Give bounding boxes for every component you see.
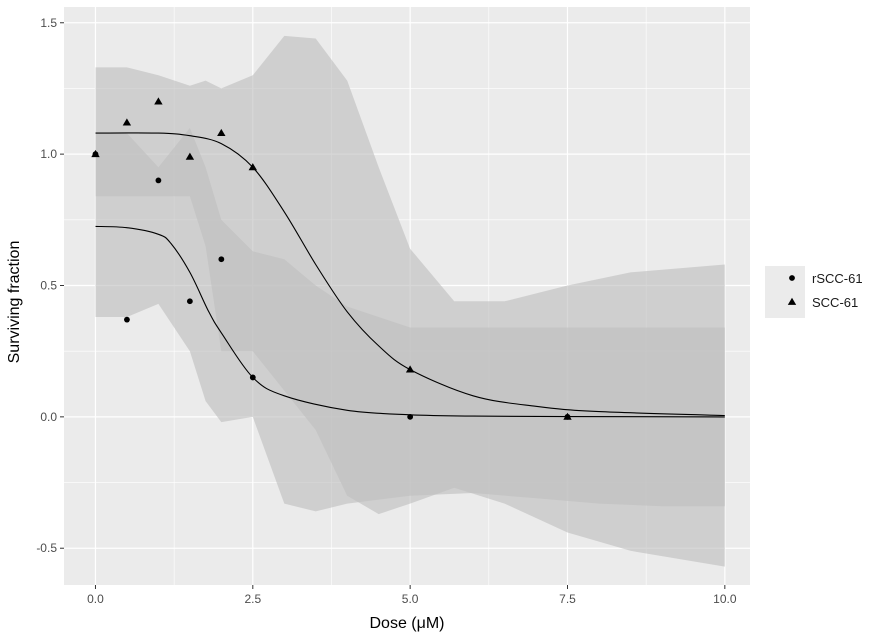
y-tick-label: -0.5 xyxy=(36,541,57,555)
y-axis-title: Surviving fraction xyxy=(6,241,23,364)
x-axis: 0.0 2.5 5.0 7.5 10.0 xyxy=(87,585,737,606)
data-point-rSCC-61 xyxy=(186,298,193,305)
legend-label: rSCC-61 xyxy=(812,271,863,286)
data-point-SCC-61 xyxy=(122,118,132,126)
x-axis-title: Dose (μM) xyxy=(370,615,445,632)
data-point-SCC-61 xyxy=(563,412,572,420)
data-point-SCC-61 xyxy=(91,149,100,158)
x-tick-label: 5.0 xyxy=(402,592,419,606)
legend-label: SCC-61 xyxy=(812,295,858,310)
legend-marker-rSCC-61 xyxy=(789,275,795,281)
data-points xyxy=(91,97,572,420)
data-point-rSCC-61 xyxy=(249,374,256,381)
y-axis: -0.5 0.0 0.5 1.0 1.5 xyxy=(36,16,64,555)
x-tick-label: 10.0 xyxy=(713,592,737,606)
fit-curve-1 xyxy=(95,132,725,417)
x-tick-label: 7.5 xyxy=(559,592,576,606)
data-point-SCC-61 xyxy=(248,163,257,171)
data-point-rSCC-61 xyxy=(407,413,414,420)
y-tick-label: 1.5 xyxy=(40,16,57,30)
x-tick-label: 2.5 xyxy=(244,592,261,606)
data-point-rSCC-61 xyxy=(218,256,225,263)
y-tick-label: 0.5 xyxy=(40,278,57,292)
legend-marker-SCC-61 xyxy=(787,297,797,305)
data-point-rSCC-61 xyxy=(155,177,162,184)
legend-key-background xyxy=(765,266,805,318)
data-point-SCC-61 xyxy=(185,152,195,160)
y-tick-label: 0.0 xyxy=(40,410,57,424)
data-point-SCC-61 xyxy=(405,365,415,373)
data-point-rSCC-61 xyxy=(124,316,130,323)
data-point-SCC-61 xyxy=(154,97,163,105)
y-tick-label: 1.0 xyxy=(40,147,57,161)
x-tick-label: 0.0 xyxy=(87,592,104,606)
legend: rSCC-61 SCC-61 xyxy=(765,266,863,318)
data-point-SCC-61 xyxy=(217,128,226,136)
